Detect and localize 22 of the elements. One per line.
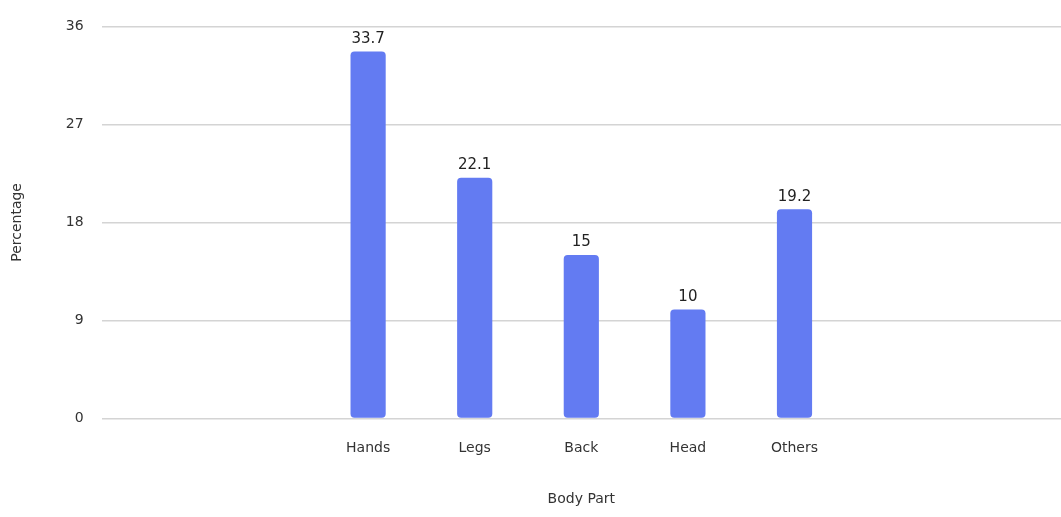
- data-label: 15: [571, 232, 591, 251]
- x-tick-label: Head: [669, 439, 707, 456]
- y-tick-label: 9: [74, 311, 84, 328]
- y-axis-title: Percentage: [8, 183, 25, 262]
- x-tick-label: Others: [770, 439, 819, 456]
- data-label: 19.2: [777, 186, 812, 205]
- bar: [457, 177, 493, 418]
- x-tick-label: Back: [564, 439, 600, 456]
- bar: [776, 209, 813, 418]
- y-tick-label: 18: [65, 213, 84, 230]
- bar: [350, 51, 386, 418]
- y-tick-label: 36: [65, 17, 84, 34]
- y-tick-label: 0: [74, 409, 84, 426]
- data-label: 22.1: [458, 155, 492, 174]
- y-tick-label: 27: [65, 115, 84, 132]
- data-label: 33.7: [351, 28, 385, 47]
- bar: [563, 255, 599, 418]
- x-axis-title: Body Part: [547, 490, 616, 507]
- x-tick-label: Hands: [346, 439, 391, 456]
- x-tick-label: Legs: [458, 439, 491, 456]
- data-label: 10: [678, 286, 698, 305]
- bar: [670, 309, 706, 418]
